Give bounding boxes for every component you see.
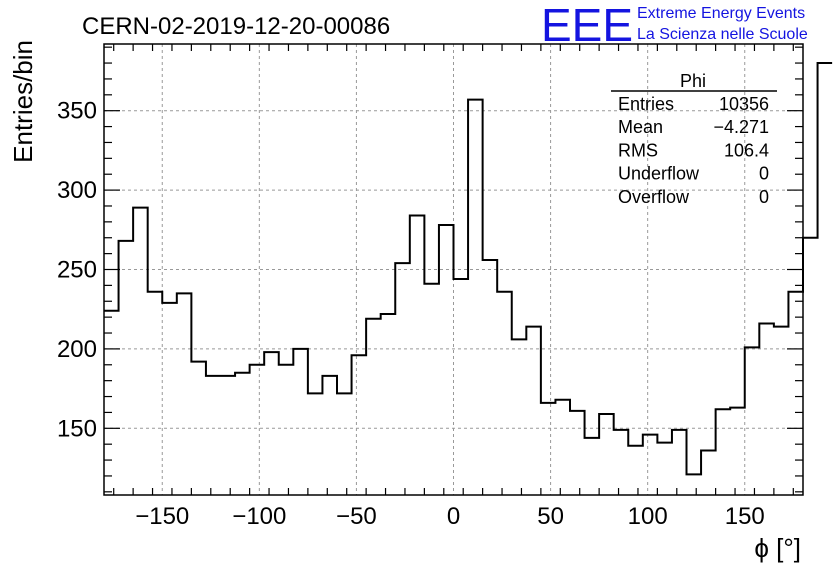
histogram-bin: [818, 63, 833, 495]
histogram-bin: [162, 303, 177, 495]
histogram-bin: [264, 352, 279, 495]
histogram-bin: [512, 339, 527, 495]
histogram-bin: [628, 446, 643, 495]
histogram-bin: [497, 292, 512, 495]
run-title: CERN-02-2019-12-20-00086: [82, 13, 390, 40]
histogram-bin: [366, 319, 381, 495]
histogram-bin: [774, 327, 789, 495]
histogram-bin: [730, 408, 745, 495]
histogram-bin: [352, 355, 367, 495]
histogram-bin: [221, 376, 236, 495]
histogram-bin: [555, 400, 570, 495]
histogram-bin: [745, 347, 760, 495]
histogram-bin: [119, 241, 134, 495]
histogram-bin: [104, 311, 119, 495]
histogram-bin: [424, 284, 439, 495]
histogram-bin: [468, 100, 483, 495]
histogram-bin: [395, 263, 410, 495]
stats-box-title: Phi: [680, 71, 706, 91]
x-tick-label: 100: [628, 503, 668, 530]
x-tick-labels: −150 −100 −50 0 50 100 150: [135, 503, 765, 530]
histogram-bin: [177, 293, 192, 495]
y-tick-labels: 150 200 250 300 350: [57, 98, 97, 443]
histogram-bin: [337, 393, 352, 495]
histogram-bin: [716, 409, 731, 495]
stats-row-label: Entries: [618, 94, 674, 114]
stats-row-label: RMS: [618, 140, 658, 160]
histogram-bin: [803, 238, 818, 495]
histogram-bin: [279, 365, 294, 495]
histogram-bin: [133, 208, 148, 495]
x-tick-label: 50: [537, 503, 564, 530]
y-tick-label: 150: [57, 415, 97, 442]
histogram: [104, 62, 833, 495]
histogram-bin: [454, 279, 469, 495]
histogram-bin: [250, 365, 265, 495]
stats-row-value: 10356: [719, 94, 769, 114]
stats-box: Phi Entries 10356 Mean −4.271 RMS 106.4 Underf…: [611, 71, 777, 207]
stats-row-value: 0: [759, 164, 769, 184]
histogram-bin: [701, 451, 716, 495]
histogram-bin: [483, 260, 498, 495]
histogram-bin: [322, 376, 337, 495]
x-tick-label: 0: [447, 503, 460, 530]
histogram-bin: [439, 225, 454, 495]
brand-line-2: La Scienza nelle Scuole: [637, 26, 808, 43]
axis-ticks: [104, 44, 803, 495]
histogram-bin: [526, 327, 541, 495]
stats-row-label: Underflow: [618, 164, 700, 184]
x-tick-label: −100: [232, 503, 286, 530]
y-tick-label: 250: [57, 257, 97, 284]
stats-row-label: Overflow: [618, 187, 690, 207]
histogram-bin: [381, 314, 396, 495]
histogram-bin: [614, 430, 629, 495]
stats-box-rows: Entries 10356 Mean −4.271 RMS 106.4 Underflow 0…: [618, 94, 769, 207]
histogram-bin: [410, 216, 425, 495]
brand-line-1: Extreme Energy Events: [637, 5, 805, 22]
histogram-bin: [308, 393, 323, 495]
histogram-bin: [570, 411, 585, 495]
x-axis-title: ϕ [°]: [754, 533, 801, 563]
y-tick-label: 300: [57, 177, 97, 204]
histogram-bin: [541, 403, 556, 495]
histogram-bin: [599, 414, 614, 495]
x-tick-label: −50: [336, 503, 377, 530]
stats-row-label: Mean: [618, 117, 663, 137]
x-tick-label: 150: [725, 503, 765, 530]
histogram-bin: [643, 435, 658, 495]
stats-row-value: 106.4: [724, 140, 769, 160]
histogram-bin: [206, 376, 221, 495]
y-tick-label: 350: [57, 98, 97, 125]
histogram-bin: [788, 292, 803, 495]
y-tick-label: 200: [57, 336, 97, 363]
histogram-bin: [672, 430, 687, 495]
stats-row-value: 0: [759, 187, 769, 207]
eee-logo: EEE: [541, 0, 633, 51]
histogram-bin: [759, 323, 774, 495]
histogram-bin: [687, 474, 702, 495]
histogram-bin: [585, 438, 600, 495]
histogram-bin: [293, 349, 308, 495]
histogram-bin: [235, 373, 250, 495]
y-axis-title: Entries/bin: [8, 40, 38, 163]
histogram-bin: [148, 292, 163, 495]
histogram-step-line: [104, 62, 833, 476]
histogram-bin: [657, 443, 672, 495]
x-tick-label: −150: [135, 503, 189, 530]
histogram-bin: [191, 362, 206, 495]
stats-row-value: −4.271: [713, 117, 769, 137]
